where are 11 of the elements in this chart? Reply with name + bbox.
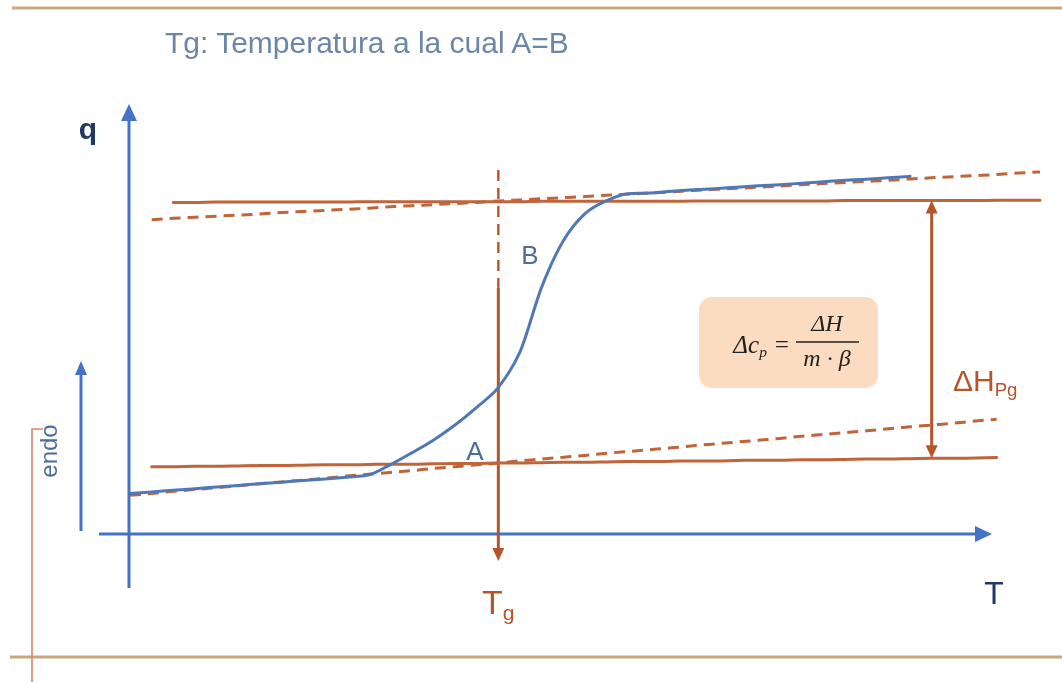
annotation: ΔH <box>810 310 845 336</box>
text: endo <box>35 424 62 478</box>
annotation: B <box>521 240 539 270</box>
annotation: A <box>466 436 485 466</box>
annotation: Δc$_{p}$ = <box>732 331 790 361</box>
annotation: ΔH$_{Pg}$ <box>953 364 1018 401</box>
x-axis-title: T <box>984 575 1004 611</box>
chart-title: Tg: Temperatura a la cual A=B <box>165 26 569 59</box>
y-axis-title: q <box>78 112 98 145</box>
text: T$_{g}$ <box>482 583 515 624</box>
annotation: m · β <box>803 345 851 371</box>
